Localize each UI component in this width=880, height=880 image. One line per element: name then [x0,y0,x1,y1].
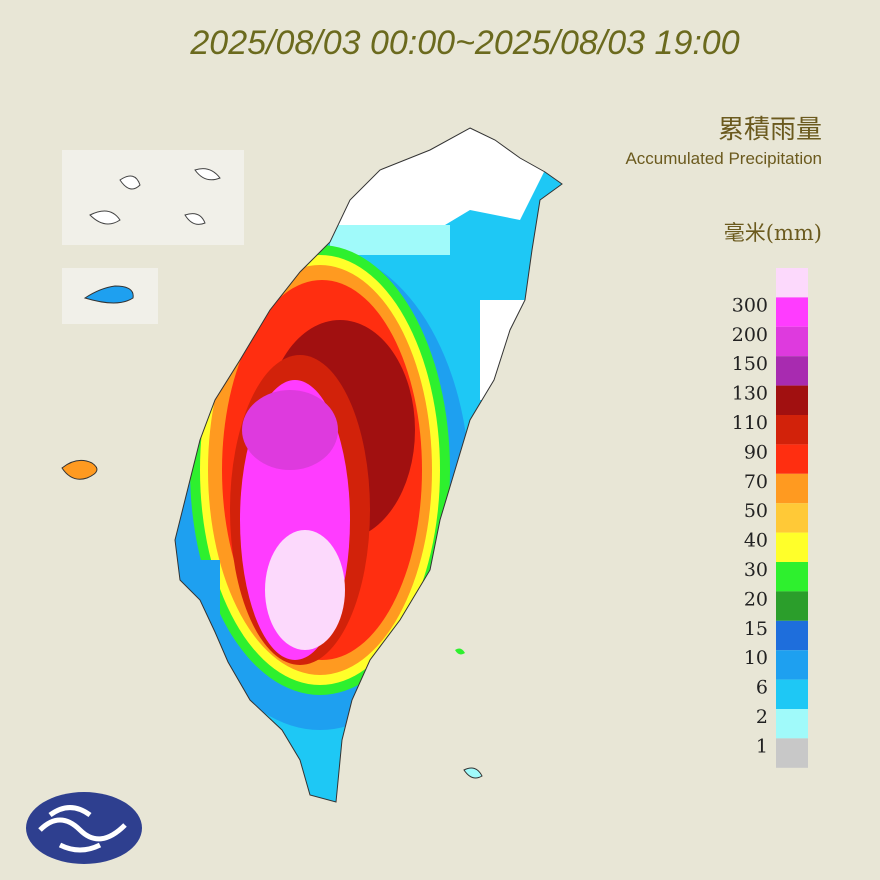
legend-label: 15 [744,618,768,640]
legend-swatch [776,738,808,768]
legend-title: 累積雨量 [718,115,822,145]
legend-swatch [776,562,808,592]
legend-swatch [776,415,808,445]
legend-swatch [776,268,808,298]
legend-swatch [776,620,808,651]
legend-swatch [776,297,808,327]
legend-label: 200 [732,324,768,346]
legend-label: 6 [756,677,768,699]
legend-swatch [776,326,808,357]
legend-label: 10 [744,647,768,669]
legend-label: 90 [744,441,768,463]
legend-swatch [776,532,808,562]
map-title: 2025/08/03 00:00~2025/08/03 19:00 [189,24,739,62]
logo [26,792,142,864]
legend-swatch [776,650,808,680]
legend-swatch [776,709,808,739]
legend-swatch [776,385,808,415]
legend-label: 50 [744,500,768,522]
legend-swatch [776,473,808,504]
legend-unit: 毫米(mm) [724,221,822,245]
legend-label: 150 [732,353,768,375]
legend-label: 130 [732,383,768,405]
legend-swatch [776,444,808,474]
legend-swatch [776,591,808,621]
legend-label: 300 [732,294,768,316]
legend-label: 40 [744,530,768,552]
legend-label: 1 [756,735,768,757]
legend: 300 200 150 130 110 90 70 50 40 30 20 15 10 6 2 1 [732,268,808,768]
legend-label: 70 [744,471,768,493]
legend-label: 20 [744,588,768,610]
legend-label: 30 [744,559,768,581]
legend-label: 2 [756,706,768,728]
islands [61,150,483,779]
legend-subtitle: Accumulated Precipitation [625,149,822,168]
legend-swatch [776,679,808,709]
legend-swatch [776,356,808,386]
legend-swatch [776,503,808,533]
legend-label: 110 [732,412,768,434]
